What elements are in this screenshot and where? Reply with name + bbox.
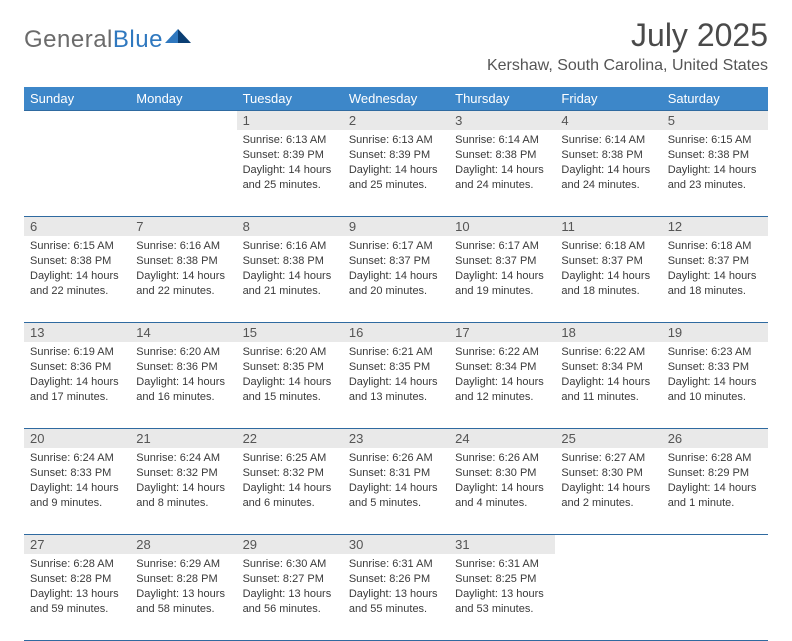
calendar-table: Sunday Monday Tuesday Wednesday Thursday… — [24, 87, 768, 640]
week-daynum-row: 12345 — [24, 110, 768, 130]
day-body: Sunrise: 6:24 AMSunset: 8:32 PMDaylight:… — [130, 448, 236, 516]
week-body-row: Sunrise: 6:28 AMSunset: 8:28 PMDaylight:… — [24, 554, 768, 640]
day-body: Sunrise: 6:17 AMSunset: 8:37 PMDaylight:… — [343, 236, 449, 304]
month-title: July 2025 — [487, 18, 768, 53]
day-body: Sunrise: 6:15 AMSunset: 8:38 PMDaylight:… — [24, 236, 130, 304]
day-number: 22 — [237, 428, 343, 448]
day-number: 8 — [237, 216, 343, 236]
weekday-header: Sunday — [24, 87, 130, 110]
day-body-empty — [24, 130, 130, 139]
day-number: 20 — [24, 428, 130, 448]
day-body: Sunrise: 6:13 AMSunset: 8:39 PMDaylight:… — [237, 130, 343, 198]
day-body: Sunrise: 6:18 AMSunset: 8:37 PMDaylight:… — [555, 236, 661, 304]
day-body: Sunrise: 6:27 AMSunset: 8:30 PMDaylight:… — [555, 448, 661, 516]
day-number: 28 — [130, 534, 236, 554]
day-number: 19 — [662, 322, 768, 342]
weekday-header: Wednesday — [343, 87, 449, 110]
day-body-empty — [555, 554, 661, 563]
day-number-empty — [555, 534, 661, 554]
week-body-row: Sunrise: 6:15 AMSunset: 8:38 PMDaylight:… — [24, 236, 768, 322]
day-number: 5 — [662, 110, 768, 130]
day-body: Sunrise: 6:16 AMSunset: 8:38 PMDaylight:… — [130, 236, 236, 304]
day-body: Sunrise: 6:24 AMSunset: 8:33 PMDaylight:… — [24, 448, 130, 516]
brand-text-general: General — [24, 26, 113, 54]
day-number: 27 — [24, 534, 130, 554]
weekday-header-row: Sunday Monday Tuesday Wednesday Thursday… — [24, 87, 768, 110]
day-number: 10 — [449, 216, 555, 236]
day-number: 24 — [449, 428, 555, 448]
day-body: Sunrise: 6:14 AMSunset: 8:38 PMDaylight:… — [555, 130, 661, 198]
day-number: 25 — [555, 428, 661, 448]
day-number: 18 — [555, 322, 661, 342]
day-number-empty — [130, 110, 236, 130]
day-number-empty — [24, 110, 130, 130]
day-number: 23 — [343, 428, 449, 448]
day-body: Sunrise: 6:28 AMSunset: 8:28 PMDaylight:… — [24, 554, 130, 622]
day-number: 31 — [449, 534, 555, 554]
header: GeneralBlue July 2025 Kershaw, South Car… — [24, 18, 768, 81]
day-body: Sunrise: 6:13 AMSunset: 8:39 PMDaylight:… — [343, 130, 449, 198]
day-body: Sunrise: 6:31 AMSunset: 8:25 PMDaylight:… — [449, 554, 555, 622]
day-number: 16 — [343, 322, 449, 342]
calendar-page: GeneralBlue July 2025 Kershaw, South Car… — [0, 0, 792, 612]
week-daynum-row: 6789101112 — [24, 216, 768, 236]
weekday-header: Monday — [130, 87, 236, 110]
day-body-empty — [662, 554, 768, 563]
weekday-header: Thursday — [449, 87, 555, 110]
day-body: Sunrise: 6:14 AMSunset: 8:38 PMDaylight:… — [449, 130, 555, 198]
week-daynum-row: 2728293031 — [24, 534, 768, 554]
day-number: 2 — [343, 110, 449, 130]
title-block: July 2025 Kershaw, South Carolina, Unite… — [487, 18, 768, 81]
day-body: Sunrise: 6:16 AMSunset: 8:38 PMDaylight:… — [237, 236, 343, 304]
day-number: 14 — [130, 322, 236, 342]
day-body: Sunrise: 6:29 AMSunset: 8:28 PMDaylight:… — [130, 554, 236, 622]
day-number: 3 — [449, 110, 555, 130]
week-body-row: Sunrise: 6:13 AMSunset: 8:39 PMDaylight:… — [24, 130, 768, 216]
day-number: 9 — [343, 216, 449, 236]
day-number: 6 — [24, 216, 130, 236]
day-body: Sunrise: 6:22 AMSunset: 8:34 PMDaylight:… — [555, 342, 661, 410]
week-daynum-row: 13141516171819 — [24, 322, 768, 342]
weekday-header: Friday — [555, 87, 661, 110]
day-number: 7 — [130, 216, 236, 236]
weekday-header: Saturday — [662, 87, 768, 110]
week-body-row: Sunrise: 6:24 AMSunset: 8:33 PMDaylight:… — [24, 448, 768, 534]
day-body: Sunrise: 6:22 AMSunset: 8:34 PMDaylight:… — [449, 342, 555, 410]
day-body: Sunrise: 6:17 AMSunset: 8:37 PMDaylight:… — [449, 236, 555, 304]
day-body: Sunrise: 6:19 AMSunset: 8:36 PMDaylight:… — [24, 342, 130, 410]
location-text: Kershaw, South Carolina, United States — [487, 57, 768, 75]
day-number: 29 — [237, 534, 343, 554]
day-body: Sunrise: 6:21 AMSunset: 8:35 PMDaylight:… — [343, 342, 449, 410]
day-number: 30 — [343, 534, 449, 554]
day-number: 15 — [237, 322, 343, 342]
day-body: Sunrise: 6:20 AMSunset: 8:35 PMDaylight:… — [237, 342, 343, 410]
day-number: 13 — [24, 322, 130, 342]
day-body: Sunrise: 6:26 AMSunset: 8:31 PMDaylight:… — [343, 448, 449, 516]
day-body: Sunrise: 6:26 AMSunset: 8:30 PMDaylight:… — [449, 448, 555, 516]
week-daynum-row: 20212223242526 — [24, 428, 768, 448]
week-body-row: Sunrise: 6:19 AMSunset: 8:36 PMDaylight:… — [24, 342, 768, 428]
day-body: Sunrise: 6:20 AMSunset: 8:36 PMDaylight:… — [130, 342, 236, 410]
day-body: Sunrise: 6:18 AMSunset: 8:37 PMDaylight:… — [662, 236, 768, 304]
day-number: 21 — [130, 428, 236, 448]
brand-logo: GeneralBlue — [24, 18, 191, 54]
day-body: Sunrise: 6:30 AMSunset: 8:27 PMDaylight:… — [237, 554, 343, 622]
weekday-header: Tuesday — [237, 87, 343, 110]
day-body: Sunrise: 6:31 AMSunset: 8:26 PMDaylight:… — [343, 554, 449, 622]
day-number: 11 — [555, 216, 661, 236]
day-number: 17 — [449, 322, 555, 342]
day-body: Sunrise: 6:28 AMSunset: 8:29 PMDaylight:… — [662, 448, 768, 516]
brand-mark-icon — [165, 25, 191, 50]
brand-text-blue: Blue — [113, 26, 163, 54]
calendar-body: 12345Sunrise: 6:13 AMSunset: 8:39 PMDayl… — [24, 110, 768, 640]
day-body: Sunrise: 6:25 AMSunset: 8:32 PMDaylight:… — [237, 448, 343, 516]
day-number: 12 — [662, 216, 768, 236]
day-body: Sunrise: 6:15 AMSunset: 8:38 PMDaylight:… — [662, 130, 768, 198]
day-number: 4 — [555, 110, 661, 130]
day-number: 26 — [662, 428, 768, 448]
day-number: 1 — [237, 110, 343, 130]
day-body-empty — [130, 130, 236, 139]
day-body: Sunrise: 6:23 AMSunset: 8:33 PMDaylight:… — [662, 342, 768, 410]
day-number-empty — [662, 534, 768, 554]
